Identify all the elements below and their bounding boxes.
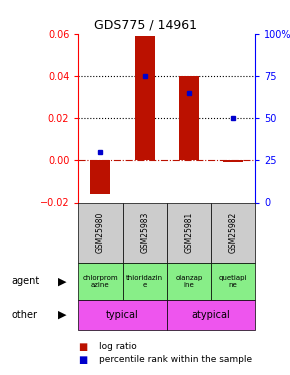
Text: ■: ■ <box>78 342 88 352</box>
Text: quetiapi
ne: quetiapi ne <box>219 275 247 288</box>
Text: percentile rank within the sample: percentile rank within the sample <box>99 356 252 364</box>
Text: GSM25981: GSM25981 <box>184 212 193 253</box>
Bar <box>211 262 255 300</box>
Bar <box>211 202 255 262</box>
Bar <box>78 202 122 262</box>
Bar <box>167 202 211 262</box>
Bar <box>122 202 167 262</box>
Text: thioridazin
e: thioridazin e <box>126 275 163 288</box>
Text: olanzap
ine: olanzap ine <box>175 275 202 288</box>
Bar <box>78 262 122 300</box>
Bar <box>167 300 255 330</box>
Text: ▶: ▶ <box>58 310 66 320</box>
Text: ▶: ▶ <box>58 276 66 286</box>
Text: typical: typical <box>106 310 139 320</box>
Text: atypical: atypical <box>192 310 230 320</box>
Text: agent: agent <box>12 276 40 286</box>
Text: GDS775 / 14961: GDS775 / 14961 <box>93 19 197 32</box>
Bar <box>135 36 155 160</box>
Bar <box>179 76 199 160</box>
Text: log ratio: log ratio <box>99 342 136 351</box>
Text: chlorprom
azine: chlorprom azine <box>83 275 118 288</box>
Bar <box>167 262 211 300</box>
Text: GSM25980: GSM25980 <box>96 212 105 253</box>
Bar <box>90 160 110 194</box>
Bar <box>78 300 167 330</box>
Text: GSM25983: GSM25983 <box>140 212 149 253</box>
Text: GSM25982: GSM25982 <box>229 212 238 253</box>
Text: other: other <box>12 310 38 320</box>
Text: ■: ■ <box>78 355 88 365</box>
Bar <box>122 262 167 300</box>
Bar <box>223 160 243 162</box>
